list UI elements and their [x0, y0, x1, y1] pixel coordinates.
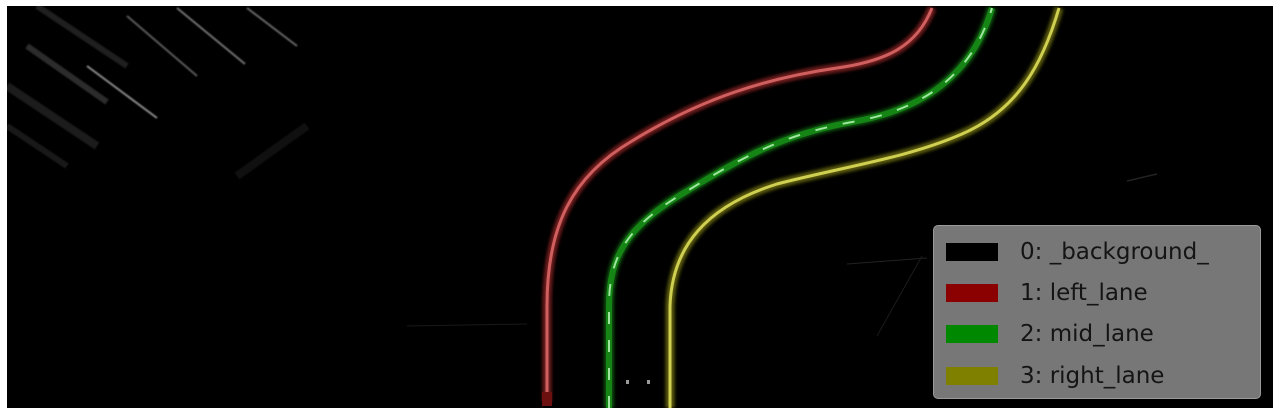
left-lane — [542, 6, 937, 406]
right-texture — [406, 173, 1158, 337]
mid-lane — [604, 6, 997, 408]
legend-item-right-lane: 3: right_lane — [946, 361, 1164, 391]
legend-label-left-lane: 1: left_lane — [1020, 280, 1148, 306]
segmentation-image: 0: _background_ 1: left_lane 2: mid_lane… — [7, 6, 1273, 408]
legend-item-left-lane: 1: left_lane — [946, 278, 1148, 308]
legend-swatch-left-lane — [946, 284, 998, 302]
legend-swatch-background — [946, 243, 998, 261]
legend-swatch-right-lane — [946, 367, 998, 385]
right-lane — [665, 6, 1064, 408]
legend-label-mid-lane: 2: mid_lane — [1020, 321, 1154, 347]
legend-label-right-lane: 3: right_lane — [1020, 363, 1165, 389]
legend-label-background: 0: _background_ — [1020, 239, 1209, 265]
legend-item-background: 0: _background_ — [946, 237, 1209, 267]
legend-item-mid-lane: 2: mid_lane — [946, 319, 1154, 349]
small-artifacts — [626, 380, 650, 384]
legend-swatch-mid-lane — [946, 325, 998, 343]
road-texture — [7, 6, 310, 180]
lane-segmentation-canvas — [7, 6, 1158, 408]
legend: 0: _background_ 1: left_lane 2: mid_lane… — [933, 225, 1261, 399]
